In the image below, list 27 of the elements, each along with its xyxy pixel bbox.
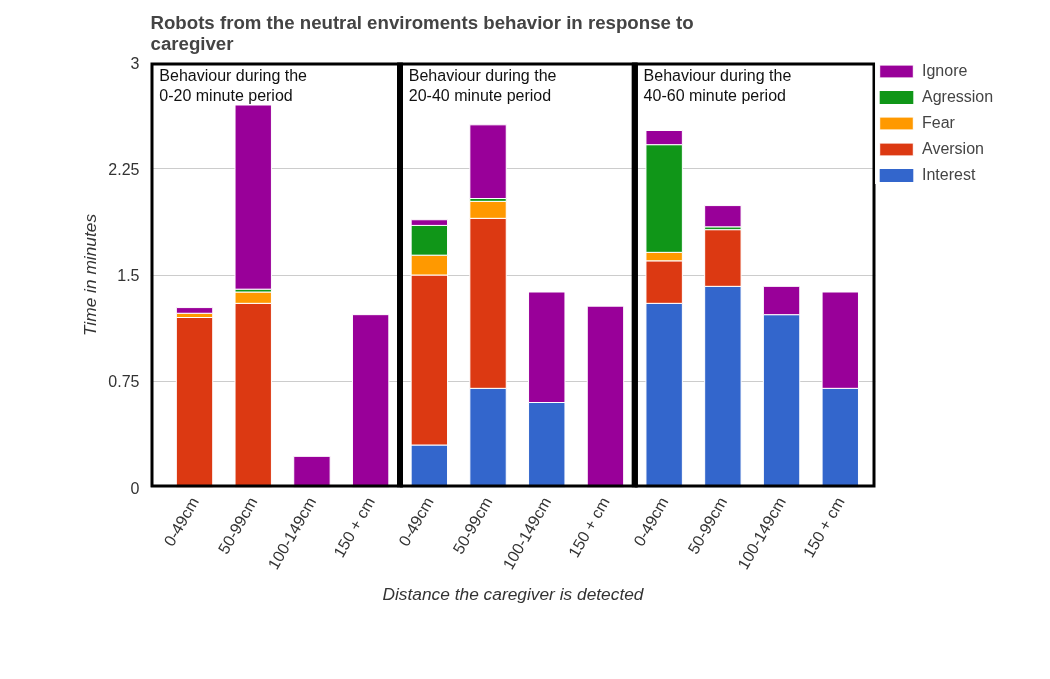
y-tick-label: 1.5 bbox=[117, 267, 140, 284]
x-tick-label: 150 + cm bbox=[565, 494, 613, 561]
legend-label: Agression bbox=[922, 88, 994, 106]
chart-title: Robots from the neutral enviroments behavior in response to caregiver bbox=[150, 11, 694, 54]
y-axis-title: Time in minutes bbox=[80, 213, 101, 337]
y-tick-label: 0.75 bbox=[108, 373, 140, 391]
legend-label: Interest bbox=[922, 166, 976, 184]
y-tick-label: 0 bbox=[130, 479, 140, 497]
bar bbox=[586, 305, 625, 488]
legend-label: Aversion bbox=[922, 140, 984, 158]
legend-label: Ignore bbox=[922, 62, 968, 80]
y-tick-label: 3 bbox=[130, 54, 140, 72]
annotation: Behaviour during the 40-60 minute period bbox=[643, 66, 792, 105]
y-tick-label: 2.25 bbox=[108, 160, 140, 178]
x-tick-label: 150 + cm bbox=[799, 494, 848, 561]
bar bbox=[704, 205, 742, 228]
x-axis-title: Distance the caregiver is detected bbox=[382, 584, 645, 605]
bar bbox=[351, 314, 390, 488]
bar bbox=[469, 124, 507, 199]
bar bbox=[175, 317, 214, 488]
bar bbox=[293, 455, 331, 488]
bar bbox=[234, 104, 272, 290]
bar bbox=[175, 307, 214, 314]
annotation: Behaviour during the 0-20 minute period bbox=[159, 66, 308, 105]
legend-label: Fear bbox=[922, 114, 955, 132]
x-tick-label: 150 + cm bbox=[330, 494, 379, 561]
annotation: Behaviour during the 20-40 minute period bbox=[408, 66, 557, 105]
